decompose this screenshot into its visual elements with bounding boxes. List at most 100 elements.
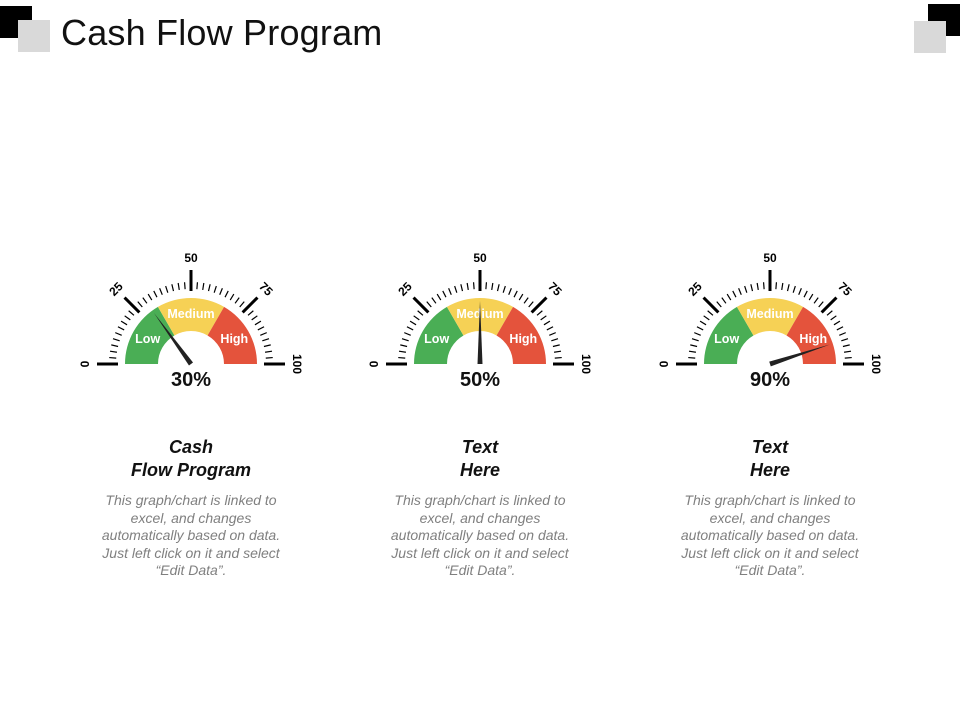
- gauge-minor-tick: [513, 290, 518, 298]
- gauge-minor-tick: [738, 288, 742, 295]
- gauge-minor-tick: [137, 301, 143, 308]
- gauge-minor-tick: [442, 290, 447, 298]
- gauge-minor-tick: [111, 344, 119, 348]
- gauge-band-label-high: High: [220, 332, 248, 346]
- gauge-major-tick: [241, 296, 259, 314]
- gauge-tick-label: 0: [367, 360, 381, 367]
- gauge-minor-tick: [406, 326, 414, 331]
- gauge-minor-tick: [839, 332, 846, 336]
- gauge-minor-tick: [826, 310, 833, 316]
- gauge-minor-tick: [417, 310, 424, 316]
- gauge-band-high: [207, 306, 257, 364]
- gauge-minor-tick: [691, 338, 699, 342]
- gauge-minor-tick: [502, 285, 506, 293]
- gauge-minor-tick: [843, 350, 852, 353]
- gauge-needle: [153, 313, 194, 366]
- gauge-minor-tick: [460, 284, 464, 292]
- gauge-card-3: Low Medium High 0 25 50 75 100 90% Text Here Thi…: [620, 240, 920, 600]
- gauge-band-label-low: Low: [714, 332, 739, 346]
- corner-decoration-light-right: [914, 21, 946, 53]
- gauge-minor-tick: [726, 293, 732, 301]
- gauge-minor-tick: [466, 282, 469, 291]
- gauge-minor-tick: [400, 344, 408, 348]
- gauge-minor-tick: [552, 344, 560, 348]
- gauge-minor-tick: [159, 288, 163, 295]
- gauge-title: Cash Flow Program: [130, 437, 251, 480]
- gauge-major-tick: [412, 296, 430, 314]
- gauge-description: This graph/chart is linked to excel, and…: [101, 492, 281, 578]
- gauge-major-tick: [820, 296, 838, 314]
- gauge-minor-tick: [551, 338, 559, 342]
- gauge-band-high: [786, 306, 836, 364]
- gauge-minor-tick: [841, 338, 849, 342]
- gauge-minor-tick: [549, 332, 556, 336]
- gauge-minor-tick: [553, 350, 562, 353]
- gauge-minor-tick: [251, 315, 258, 321]
- gauge-minor-tick: [109, 356, 117, 359]
- gauge-minor-tick: [775, 282, 778, 290]
- gauge-minor-tick: [257, 326, 265, 331]
- gauge-minor-tick: [786, 284, 790, 292]
- gauge-minor-tick: [260, 332, 267, 336]
- gauge-title: Text Here: [459, 437, 501, 480]
- gauge-minor-tick: [744, 285, 748, 293]
- gauge-minor-tick: [554, 356, 562, 359]
- gauge-tick-label: 50: [184, 251, 198, 265]
- gauge-value-label: 90%: [750, 369, 790, 391]
- gauge-minor-tick: [808, 293, 814, 301]
- gauge-minor-tick: [202, 282, 205, 291]
- gauge-tick-label: 75: [256, 279, 276, 299]
- gauge-minor-tick: [153, 290, 158, 298]
- gauge-band-low: [704, 306, 754, 364]
- gauge-minor-tick: [112, 338, 120, 342]
- gauge-band-label-high: High: [509, 332, 537, 346]
- gauge-minor-tick: [756, 282, 759, 291]
- gauge-card-1: Low Medium High 0 25 50 75 100 30% Cash Flow Pro…: [41, 240, 341, 600]
- gauge-minor-tick: [147, 293, 153, 301]
- gauge-tick-label: 0: [657, 360, 671, 367]
- gauge-minor-tick: [213, 285, 217, 293]
- gauge-minor-tick: [543, 320, 551, 326]
- gauge-minor-tick: [508, 288, 512, 295]
- gauge-minor-tick: [254, 320, 262, 326]
- gauge-minor-tick: [398, 356, 406, 359]
- gauge-minor-tick: [177, 282, 180, 291]
- gauge-tick-label: 75: [835, 279, 855, 299]
- gauge-minor-tick: [803, 290, 808, 298]
- gauge-minor-tick: [540, 315, 547, 321]
- gauge-minor-tick: [224, 290, 229, 298]
- gauge-minor-tick: [262, 338, 270, 342]
- gauge-minor-tick: [485, 282, 488, 290]
- gauge-3: Low Medium High 0 25 50 75 100 90%: [657, 251, 883, 391]
- gauge-minor-tick: [263, 344, 271, 348]
- gauge-minor-tick: [404, 332, 411, 336]
- gauge-minor-tick: [844, 356, 852, 359]
- gauge-minor-tick: [229, 293, 235, 301]
- gauge-minor-tick: [518, 293, 524, 301]
- gauge-minor-tick: [523, 297, 529, 304]
- gauge-minor-tick: [239, 301, 245, 308]
- gauge-minor-tick: [688, 356, 696, 359]
- gauge-2: LowMediumHigh025507510050%: [367, 251, 593, 391]
- gauge-minor-tick: [703, 315, 710, 321]
- gauge-minor-tick: [234, 297, 240, 304]
- gauge-tick-label: 100: [869, 354, 883, 374]
- gauge-minor-tick: [165, 285, 169, 293]
- gauge-minor-tick: [762, 282, 765, 290]
- gauge-band-label-medium: Medium: [746, 307, 793, 321]
- gauge-needle: [477, 301, 483, 364]
- gauge-minor-tick: [818, 301, 824, 308]
- gauge-tick-label: 100: [290, 354, 304, 374]
- gauge-minor-tick: [219, 288, 223, 295]
- gauge-tick-label: 0: [78, 360, 92, 367]
- gauge-tick-label: 25: [685, 279, 705, 299]
- gauge-minor-tick: [454, 285, 458, 293]
- gauge-value-label: 50%: [460, 369, 500, 391]
- gauge-minor-tick: [830, 315, 837, 321]
- gauge-1: Low Medium High 0 25 50 75 100 30%: [78, 251, 304, 391]
- gauge-needle: [769, 344, 830, 367]
- gauge-minor-tick: [792, 285, 796, 293]
- gauge-description: This graph/chart is linked to excel, and…: [680, 492, 860, 578]
- gauge-minor-tick: [707, 310, 714, 316]
- gauge-minor-tick: [117, 326, 125, 331]
